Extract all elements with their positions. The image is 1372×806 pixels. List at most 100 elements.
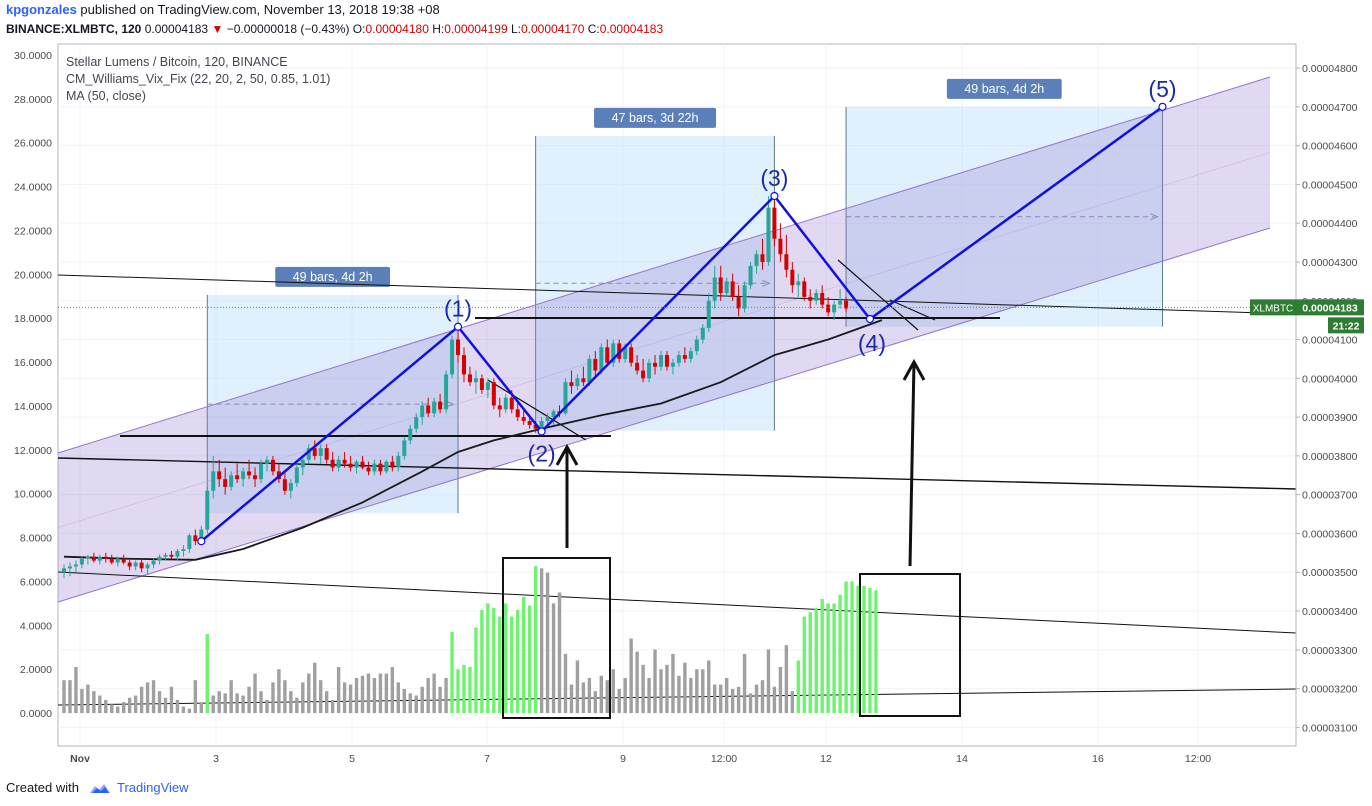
candle-body [456, 339, 461, 356]
right-axis-label: 0.00003300 [1302, 645, 1358, 657]
candle-body [635, 362, 640, 371]
countdown-label: 21:22 [1333, 320, 1360, 332]
vix-fix-bar [366, 673, 371, 714]
vix-fix-bar [760, 680, 765, 714]
tradingview-link[interactable]: TradingView [116, 780, 189, 795]
candle-body [754, 254, 759, 266]
vix-fix-bar [223, 693, 227, 714]
range-label: 49 bars, 4d 2h [293, 270, 373, 284]
range-label: 47 bars, 3d 22h [612, 111, 699, 125]
candle-body [796, 281, 801, 286]
vix-fix-bar [480, 609, 484, 714]
candle-body [820, 292, 825, 305]
wave-label: (5) [1148, 76, 1176, 102]
left-axis-label: 20.0000 [14, 269, 52, 281]
candle-body [706, 300, 711, 328]
high-label: H: [432, 22, 445, 36]
candle-body [97, 556, 102, 561]
candle-body [151, 560, 156, 565]
close-label: C: [587, 22, 600, 36]
vix-fix-bar [629, 638, 633, 714]
candle-body [438, 401, 443, 410]
vix-fix-bar [456, 669, 460, 714]
left-axis-label: 14.0000 [14, 401, 52, 413]
right-axis-label: 0.00004400 [1302, 218, 1358, 230]
candle-body [802, 281, 807, 297]
left-axis-label: 12.0000 [14, 445, 52, 457]
candle-body [730, 281, 735, 297]
vix-fix-bar [211, 695, 215, 714]
vix-fix-bar [498, 616, 502, 714]
candle-body [718, 277, 723, 293]
candle-body [235, 475, 240, 480]
vix-fix-bar [593, 691, 598, 714]
candle-body [742, 285, 747, 309]
vix-fix-bar [778, 667, 783, 714]
vix-fix-bar [372, 677, 377, 714]
vix-fix-bar [181, 706, 186, 714]
footer: Created with TradingView [6, 780, 189, 795]
candle-body [127, 562, 132, 567]
vix-fix-bar [563, 653, 568, 714]
vix-fix-bar [653, 649, 657, 714]
candle-body [91, 556, 96, 561]
candle-body [324, 448, 329, 460]
publish-header: kpgonzales published on TradingView.com,… [6, 2, 440, 17]
candle-body [426, 405, 431, 414]
vix-fix-bar [826, 603, 830, 714]
legend-vix-fix[interactable]: CM_Williams_Vix_Fix (22, 20, 2, 50, 0.85… [66, 72, 331, 86]
wave-point-marker [197, 537, 206, 546]
candle-body [306, 448, 311, 460]
vix-fix-bar [193, 680, 198, 714]
candle-body [121, 558, 126, 563]
vix-fix-bar [539, 568, 544, 714]
legend-ma[interactable]: MA (50, close) [66, 89, 146, 103]
right-axis-label: 0.00003200 [1302, 684, 1358, 696]
vix-fix-bar [247, 686, 251, 714]
legend-symbol[interactable]: Stellar Lumens / Bitcoin, 120, BINANCE [66, 55, 288, 69]
symbol-tag-label: XLMBTC [1253, 303, 1294, 314]
vix-fix-bar [289, 691, 293, 714]
vix-fix-bar [617, 688, 621, 714]
vix-fix-bar [122, 702, 126, 714]
right-axis-label: 0.00004500 [1302, 179, 1358, 191]
vix-fix-bar [426, 677, 430, 714]
candle-body [330, 459, 335, 468]
vix-fix-bar [157, 691, 162, 714]
right-axis-label: 0.00004300 [1302, 257, 1358, 269]
candle-body [450, 339, 455, 375]
vix-fix-bar [742, 653, 747, 714]
candle-body [539, 420, 544, 429]
vix-fix-bar [784, 645, 789, 714]
candle-body [420, 405, 425, 418]
vix-fix-bar [504, 603, 508, 714]
vix-fix-bar [551, 603, 556, 714]
candle-body [736, 296, 741, 309]
author-link[interactable]: kpgonzales [6, 2, 77, 17]
vix-fix-bar [659, 669, 663, 714]
vix-fix-bar [396, 682, 401, 714]
candle-body [581, 378, 586, 383]
vix-fix-bar [856, 585, 860, 714]
candle-body [378, 463, 383, 472]
vix-fix-bar [474, 627, 478, 714]
up-arrow-icon [555, 443, 579, 466]
candle-body [599, 347, 604, 371]
vix-fix-bar [277, 669, 281, 714]
right-axis-label: 0.00003700 [1302, 490, 1358, 502]
vix-fix-bar [265, 699, 269, 714]
vix-fix-bar [575, 660, 580, 714]
candle-body [414, 417, 419, 429]
vix-fix-bar [844, 581, 848, 714]
range-label: 49 bars, 4d 2h [964, 82, 1044, 96]
range-arrow-icon [762, 279, 771, 287]
vix-fix-bar [253, 673, 257, 714]
vix-fix-bar [832, 603, 836, 714]
vix-fix-bar [307, 673, 311, 714]
candle-body [503, 397, 508, 410]
x-axis-label: 12:00 [711, 753, 737, 765]
candle-body [844, 300, 849, 309]
candle-body [366, 467, 371, 472]
vix-fix-bar [86, 684, 90, 714]
